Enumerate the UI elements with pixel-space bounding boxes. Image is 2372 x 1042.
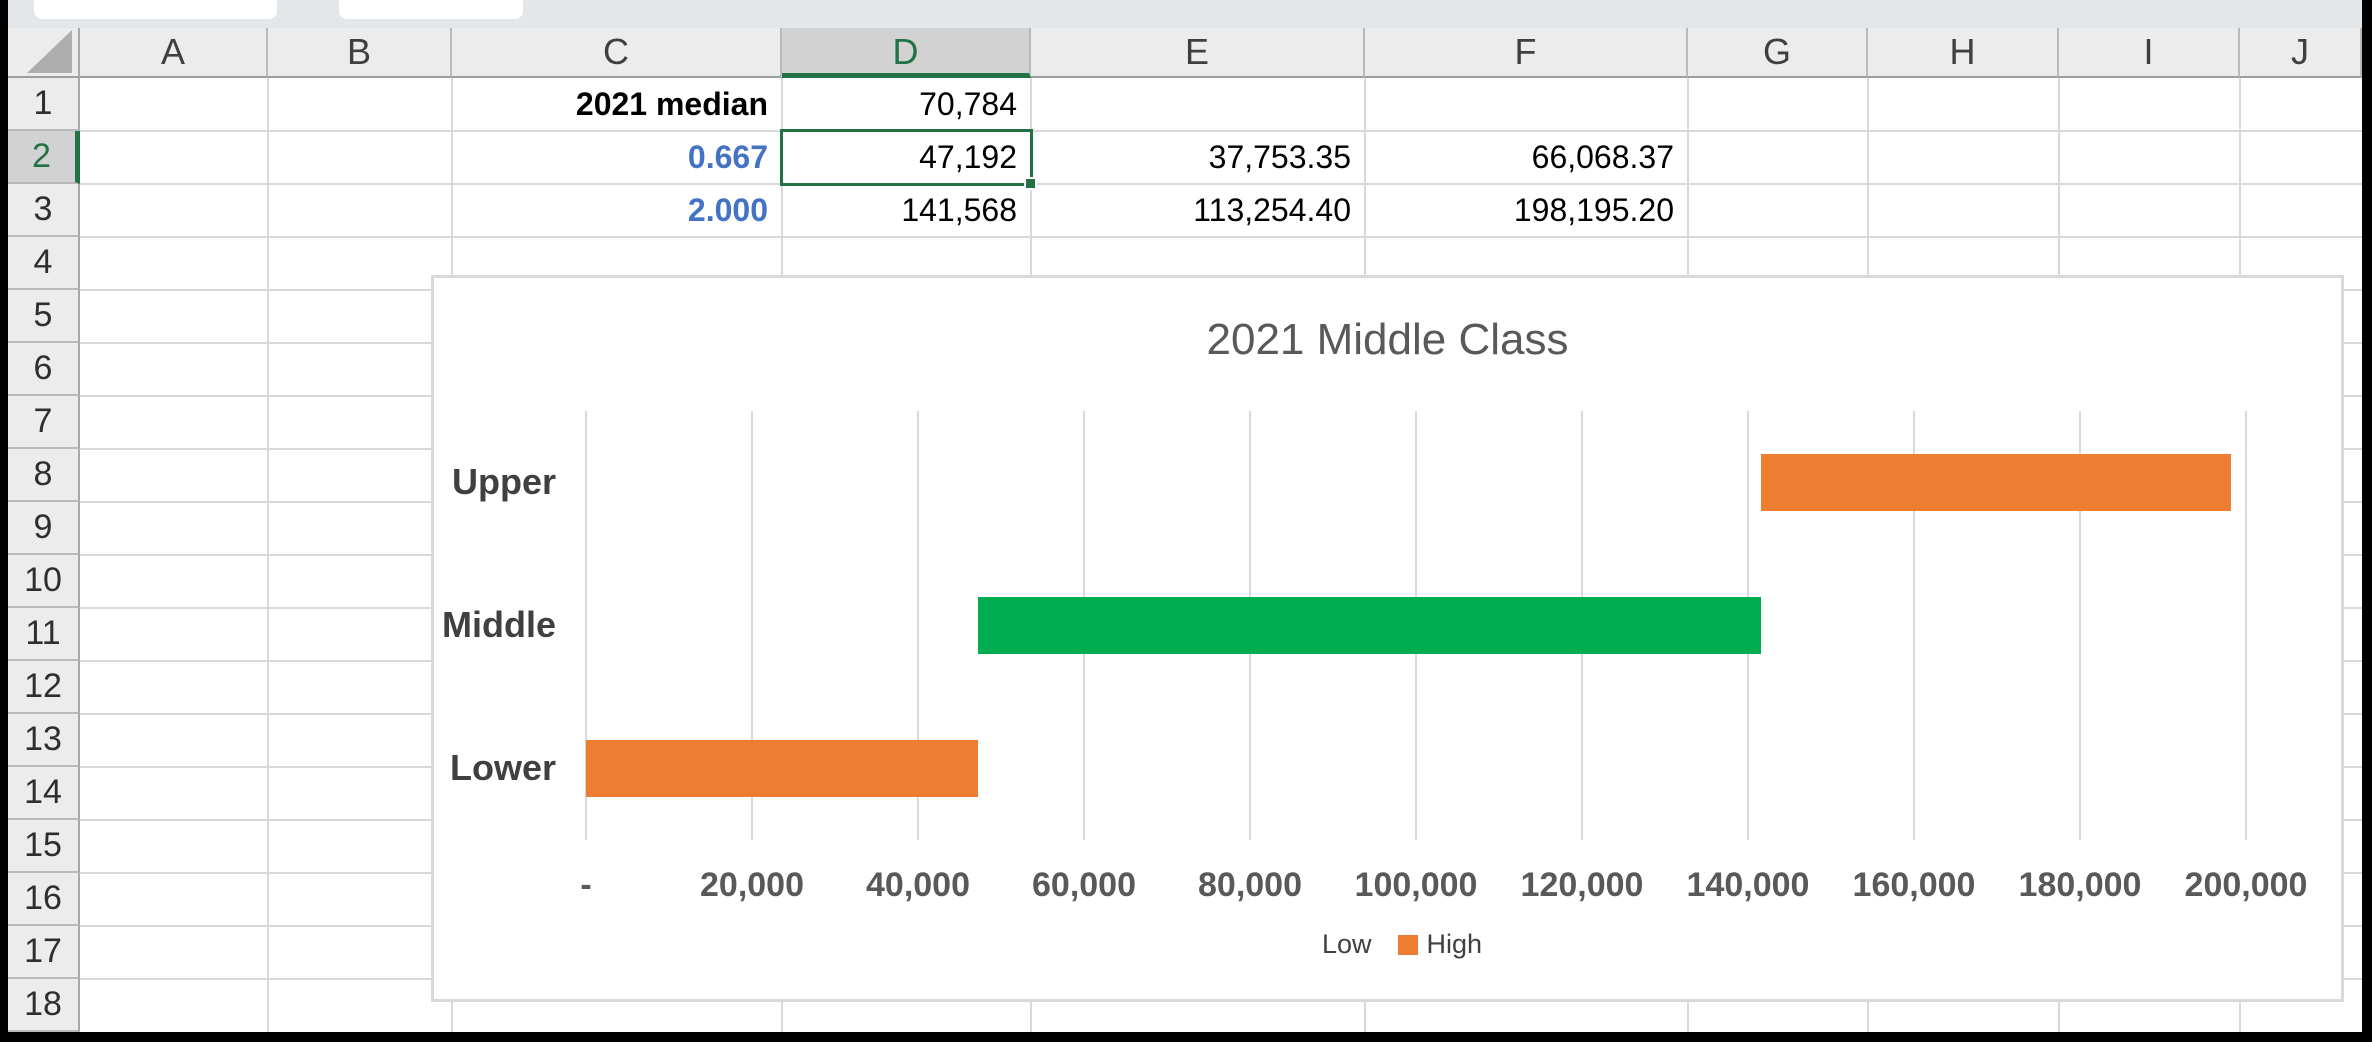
cell-C2[interactable]: 0.667 (687, 139, 768, 175)
chart-gridline (1913, 411, 1915, 840)
select-all-triangle-icon (27, 30, 72, 73)
cell-D3[interactable]: 141,568 (901, 192, 1017, 228)
chart[interactable]: 2021 Middle Class - 20,000 40,000 60,000 80,… (431, 275, 2344, 1002)
chart-gridline (751, 411, 753, 840)
cell-E2[interactable]: 37,753.35 (1208, 139, 1351, 175)
column-header-H[interactable]: H (1868, 28, 2059, 78)
category-label-lower: Lower (449, 746, 556, 788)
row-header-4[interactable]: 4 (8, 237, 80, 290)
x-tick-label: 200,000 (2184, 866, 2308, 904)
chart-legend[interactable]: Low High (431, 929, 2344, 960)
bar-middle[interactable] (977, 597, 1761, 654)
cell-F3[interactable]: 198,195.20 (1513, 192, 1674, 228)
row-header-5[interactable]: 5 (8, 290, 80, 343)
legend-entry-low[interactable]: Low (1293, 929, 1372, 960)
category-label-upper: Upper (451, 460, 556, 502)
category-label-middle: Middle (442, 603, 556, 645)
column-header-G[interactable]: G (1688, 28, 1868, 78)
legend-marker-high (1397, 934, 1418, 955)
row-header-8[interactable]: 8 (8, 449, 80, 502)
chart-gridline (2245, 411, 2247, 840)
name-box-remnant (34, 0, 277, 19)
chart-gridline (2079, 411, 2081, 840)
row-header-15[interactable]: 15 (8, 820, 80, 873)
bar-upper[interactable] (1761, 454, 2231, 511)
cell-F2[interactable]: 66,068.37 (1531, 139, 1674, 175)
x-tick-label: 40,000 (866, 866, 970, 904)
cell-E3[interactable]: 113,254.40 (1193, 192, 1351, 228)
x-tick-label: 180,000 (2018, 866, 2142, 904)
chart-gridline (585, 411, 587, 840)
column-header-A[interactable]: A (80, 28, 268, 78)
fill-handle[interactable] (1024, 177, 1037, 190)
grid-hline (80, 130, 2362, 132)
row-header-18[interactable]: 18 (8, 979, 80, 1032)
bar-lower[interactable] (586, 740, 978, 797)
row-header-13[interactable]: 13 (8, 714, 80, 767)
x-tick-label: 60,000 (1032, 866, 1136, 904)
column-header-J[interactable]: J (2240, 28, 2362, 78)
legend-entry-high[interactable]: High (1397, 929, 1483, 960)
x-tick-label: 160,000 (1852, 866, 1976, 904)
x-tick-label: 20,000 (700, 866, 804, 904)
chart-gridline (917, 411, 919, 840)
cell-C1[interactable]: 2021 median (575, 86, 768, 122)
row-header-14[interactable]: 14 (8, 767, 80, 820)
screenshot-border-right (2362, 0, 2372, 1042)
x-tick-label: 140,000 (1686, 866, 1810, 904)
row-header-9[interactable]: 9 (8, 502, 80, 555)
row-header-10[interactable]: 10 (8, 555, 80, 608)
screenshot-border-bottom (0, 1032, 2372, 1042)
x-tick-label: 100,000 (1354, 866, 1478, 904)
legend-label-low: Low (1321, 929, 1372, 959)
chart-title: 2021 Middle Class (1206, 315, 1569, 364)
column-header-I[interactable]: I (2059, 28, 2240, 78)
row-header-6[interactable]: 6 (8, 343, 80, 396)
legend-label-high: High (1426, 929, 1483, 959)
selected-cell-outline (780, 129, 1037, 190)
screenshot-border-left (0, 0, 8, 1042)
x-tick-label: 80,000 (1198, 866, 1302, 904)
row-header-17[interactable]: 17 (8, 926, 80, 979)
select-all-button[interactable] (8, 28, 80, 78)
row-header-7[interactable]: 7 (8, 396, 80, 449)
x-tick-label: 120,000 (1520, 866, 1644, 904)
column-header-B[interactable]: B (268, 28, 452, 78)
grid-hline (80, 236, 2362, 238)
cell-D1[interactable]: 70,784 (919, 86, 1017, 122)
grid-hline (80, 183, 2362, 185)
formula-bar-remnant (339, 0, 523, 19)
legend-marker-low (1293, 935, 1313, 955)
column-header-C[interactable]: C (452, 28, 782, 78)
formula-bar-strip (0, 0, 2372, 28)
row-header-12[interactable]: 12 (8, 661, 80, 714)
column-header-D[interactable]: D (782, 28, 1031, 78)
column-header-E[interactable]: E (1031, 28, 1365, 78)
row-header-16[interactable]: 16 (8, 873, 80, 926)
row-header-2[interactable]: 2 (8, 131, 80, 184)
row-header-1[interactable]: 1 (8, 78, 80, 131)
cell-D2[interactable]: 47,192 (919, 139, 1017, 175)
row-header-3[interactable]: 3 (8, 184, 80, 237)
cell-C3[interactable]: 2.000 (687, 192, 768, 228)
column-header-F[interactable]: F (1365, 28, 1688, 78)
row-header-11[interactable]: 11 (8, 608, 80, 661)
x-tick-label: - (580, 866, 592, 904)
